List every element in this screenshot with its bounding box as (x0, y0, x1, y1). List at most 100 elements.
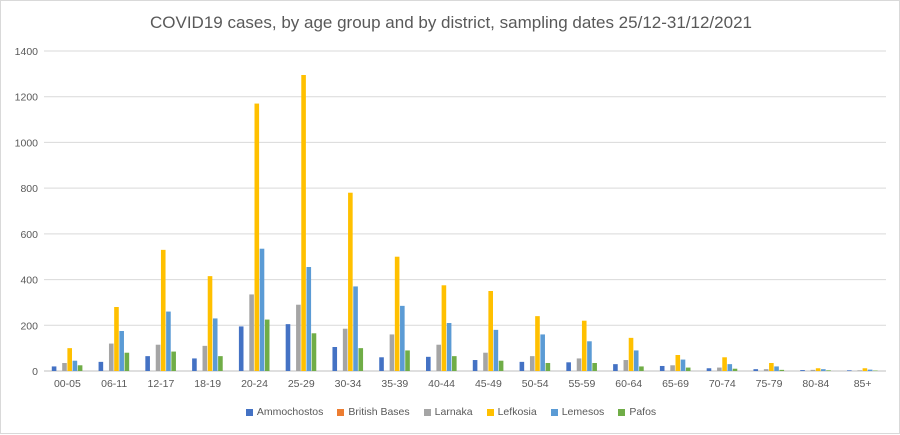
x-tick-label: 70-74 (709, 378, 736, 390)
bar-lefkosia-18-19 (208, 276, 213, 371)
bar-lefkosia-55-59 (582, 321, 587, 371)
y-tick-label: 800 (20, 183, 38, 195)
bar-ammochostos-75-79 (753, 369, 758, 371)
bar-lemesos-12-17 (166, 312, 171, 371)
bar-ammochostos-55-59 (566, 362, 571, 371)
x-tick-label: 20-24 (241, 378, 268, 390)
bar-larnaka-18-19 (203, 346, 208, 371)
y-tick-label: 1400 (15, 46, 39, 58)
bar-larnaka-35-39 (390, 334, 395, 371)
x-tick-label: 00-05 (54, 378, 81, 390)
bar-lemesos-20-24 (260, 249, 265, 371)
bar-lefkosia-00-05 (67, 348, 72, 371)
legend-label: Pafos (629, 406, 656, 418)
bar-lefkosia-80-84 (816, 368, 821, 371)
bar-pafos-30-34 (358, 348, 363, 371)
bar-lemesos-65-69 (681, 360, 686, 371)
bar-lefkosia-06-11 (114, 307, 119, 371)
bar-larnaka-60-64 (624, 360, 629, 371)
bar-ammochostos-25-29 (286, 324, 291, 371)
bar-lefkosia-65-69 (676, 355, 681, 371)
bar-pafos-65-69 (686, 368, 691, 371)
legend-item: Lemesos (551, 406, 605, 418)
legend-label: Ammochostos (257, 406, 324, 418)
bar-lefkosia-85+ (863, 368, 868, 371)
legend-swatch (618, 409, 625, 416)
bar-pafos-00-05 (78, 365, 83, 371)
x-tick-label: 50-54 (522, 378, 549, 390)
bar-lefkosia-25-29 (301, 75, 306, 371)
y-tick-label: 200 (20, 320, 38, 332)
bar-pafos-80-84 (826, 370, 831, 371)
bar-lemesos-00-05 (73, 361, 78, 371)
legend-label: British Bases (348, 406, 409, 418)
bar-lemesos-55-59 (587, 341, 592, 371)
bar-lefkosia-50-54 (535, 316, 540, 371)
bar-lemesos-06-11 (119, 331, 124, 371)
x-tick-label: 25-29 (288, 378, 315, 390)
bar-pafos-60-64 (639, 366, 644, 371)
bar-lemesos-40-44 (447, 323, 452, 371)
bar-larnaka-75-79 (764, 369, 769, 371)
bar-lemesos-80-84 (821, 369, 826, 371)
x-tick-label: 55-59 (569, 378, 596, 390)
bar-lemesos-18-19 (213, 318, 218, 371)
bar-pafos-70-74 (733, 369, 738, 371)
x-tick-label: 85+ (854, 378, 872, 390)
bar-larnaka-25-29 (296, 305, 301, 371)
bar-lefkosia-70-74 (722, 357, 727, 371)
bar-ammochostos-18-19 (192, 358, 197, 371)
y-tick-label: 400 (20, 275, 38, 287)
bar-lemesos-30-34 (353, 286, 358, 371)
bar-ammochostos-65-69 (660, 366, 665, 371)
x-tick-label: 30-34 (335, 378, 362, 390)
legend-item: British Bases (337, 406, 409, 418)
bar-ammochostos-30-34 (332, 347, 337, 371)
bar-pafos-55-59 (592, 363, 597, 371)
bar-ammochostos-45-49 (473, 360, 478, 371)
y-tick-label: 0 (32, 366, 38, 378)
bar-larnaka-50-54 (530, 356, 535, 371)
bar-lefkosia-12-17 (161, 250, 166, 371)
bar-lefkosia-45-49 (488, 291, 493, 371)
bar-lefkosia-35-39 (395, 257, 400, 371)
bar-larnaka-12-17 (156, 345, 161, 371)
bar-ammochostos-12-17 (145, 356, 150, 371)
bar-pafos-50-54 (546, 363, 551, 371)
legend-swatch (487, 409, 494, 416)
bar-larnaka-85+ (857, 370, 862, 371)
bar-larnaka-20-24 (249, 294, 254, 371)
bar-ammochostos-50-54 (520, 362, 525, 371)
x-tick-label: 40-44 (428, 378, 455, 390)
bar-lemesos-25-29 (306, 267, 311, 371)
bar-ammochostos-70-74 (707, 368, 712, 371)
bar-ammochostos-80-84 (800, 370, 805, 371)
bar-pafos-06-11 (125, 353, 130, 371)
bar-ammochostos-00-05 (52, 366, 57, 371)
bar-lefkosia-20-24 (255, 104, 260, 371)
x-tick-label: 80-84 (802, 378, 829, 390)
bar-larnaka-70-74 (717, 368, 722, 371)
x-tick-label: 35-39 (381, 378, 408, 390)
bar-lefkosia-60-64 (629, 338, 634, 371)
legend-swatch (424, 409, 431, 416)
bar-ammochostos-20-24 (239, 326, 244, 371)
bar-pafos-12-17 (171, 352, 176, 371)
legend-swatch (551, 409, 558, 416)
bar-pafos-35-39 (405, 350, 410, 371)
legend-item: Ammochostos (246, 406, 324, 418)
bar-lefkosia-40-44 (442, 285, 447, 371)
bar-larnaka-55-59 (577, 358, 582, 371)
bar-larnaka-00-05 (62, 363, 67, 371)
bar-larnaka-40-44 (436, 345, 441, 371)
bar-ammochostos-40-44 (426, 357, 431, 371)
x-tick-label: 06-11 (101, 378, 127, 390)
legend-label: Larnaka (435, 406, 473, 418)
bar-lemesos-45-49 (494, 330, 499, 371)
legend-swatch (337, 409, 344, 416)
x-tick-label: 60-64 (615, 378, 642, 390)
legend-label: Lefkosia (498, 406, 537, 418)
chart-legend: Ammochostos British Bases Larnaka Lefkosia L… (1, 406, 900, 418)
